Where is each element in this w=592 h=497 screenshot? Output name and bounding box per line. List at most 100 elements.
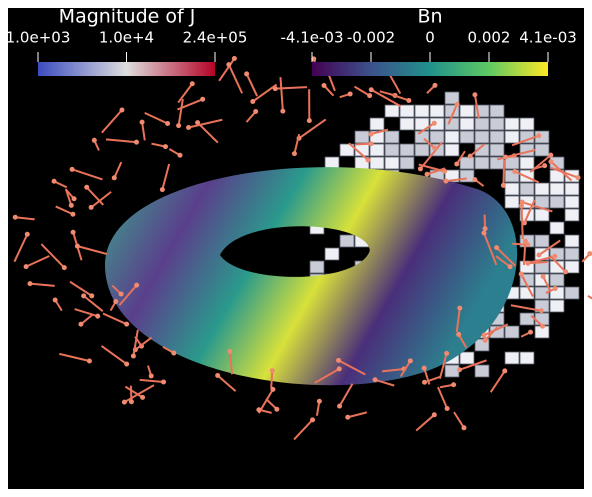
arrow-head (81, 293, 86, 298)
arrow-head (345, 415, 350, 420)
cube (535, 144, 549, 156)
cube (400, 105, 414, 117)
cube (535, 183, 549, 195)
arrow-shaft (588, 296, 592, 303)
arrow-head (78, 322, 83, 327)
cube (475, 365, 489, 377)
arrow-head (432, 412, 437, 417)
arrow-head (454, 161, 459, 166)
cube (520, 118, 534, 130)
arrow-head (178, 153, 183, 158)
page: Magnitude of J 1.0e+031.0e+42.4e+05 Bn -… (0, 0, 592, 497)
cube (385, 105, 399, 117)
arrow-head (176, 123, 181, 128)
arrow-shaft (528, 262, 548, 263)
arrow-head (406, 98, 411, 103)
colorbar-label: 1.0e+03 (6, 29, 71, 47)
arrow-head (87, 358, 92, 363)
cube (505, 118, 519, 130)
cube (565, 209, 579, 221)
arrow-head (365, 158, 370, 163)
cube (505, 183, 519, 195)
arrow-head (95, 314, 100, 319)
arrow-head (536, 133, 541, 138)
arrow-head (503, 155, 508, 160)
cube (415, 105, 429, 117)
arrow-head (131, 353, 136, 358)
arrow-head (512, 169, 517, 174)
cube (565, 196, 579, 208)
arrow-head (472, 177, 477, 182)
arrow-head (472, 92, 477, 97)
arrow-head (280, 109, 285, 114)
cube (520, 313, 534, 325)
colorbar-label: 0 (425, 29, 435, 47)
arrow-shaft (271, 371, 272, 389)
cube (505, 131, 519, 143)
cube (475, 118, 489, 130)
arrow-head (536, 253, 541, 258)
arrow-head (190, 81, 195, 86)
cube (370, 118, 384, 130)
arrow-head (369, 87, 374, 92)
arrow-head (444, 351, 449, 356)
arrow-head (165, 121, 170, 126)
arrow-head (70, 212, 75, 217)
cube (355, 131, 369, 143)
arrow-head (253, 109, 258, 114)
arrow-shaft (522, 206, 523, 239)
arrow-head (451, 382, 456, 387)
arrow-head (24, 264, 29, 269)
arrow-head (292, 151, 297, 156)
cube (415, 144, 429, 156)
colorbar-label: -0.002 (347, 29, 395, 47)
arrow-head (119, 292, 124, 297)
cube (370, 157, 384, 169)
cube (445, 118, 459, 130)
cube (565, 183, 579, 195)
arrow-head (89, 205, 94, 210)
arrow-head (200, 97, 205, 102)
arrow-head (232, 56, 237, 61)
arrow-head (457, 306, 462, 311)
arrow-head (113, 299, 118, 304)
arrow-head (317, 399, 322, 404)
arrow-head (256, 407, 261, 412)
arrow-head (71, 230, 76, 235)
arrow-head (539, 308, 544, 313)
cube (550, 274, 564, 286)
arrow-head (119, 108, 124, 113)
arrow-shaft (503, 160, 504, 185)
cube (565, 235, 579, 247)
cube (565, 287, 579, 299)
arrow-head (270, 368, 275, 373)
arrow-head (443, 179, 448, 184)
arrow-head (501, 183, 506, 188)
arrow-head (445, 406, 450, 411)
arrow-head (13, 215, 18, 220)
colorbar (312, 62, 548, 76)
colorbar-label: 0.002 (468, 29, 511, 47)
arrow-head (75, 244, 80, 249)
arrow-head (163, 144, 168, 149)
arrow-head (519, 271, 524, 276)
cube (430, 105, 444, 117)
arrow-head (25, 232, 30, 237)
cube (550, 183, 564, 195)
colorbar (38, 62, 215, 76)
cube (475, 157, 489, 169)
arrow-head (52, 179, 57, 184)
arrow-head (548, 159, 553, 164)
cube (400, 118, 414, 130)
arrow-head (53, 297, 58, 302)
arrow-head (432, 146, 437, 151)
arrow-head (425, 172, 430, 177)
arrow-head (542, 163, 547, 168)
cube (550, 196, 564, 208)
cube (445, 131, 459, 143)
arrow-head (482, 230, 487, 235)
arrow-head (483, 338, 488, 343)
cube (520, 352, 534, 364)
arrow-head (575, 175, 580, 180)
cube (535, 313, 549, 325)
